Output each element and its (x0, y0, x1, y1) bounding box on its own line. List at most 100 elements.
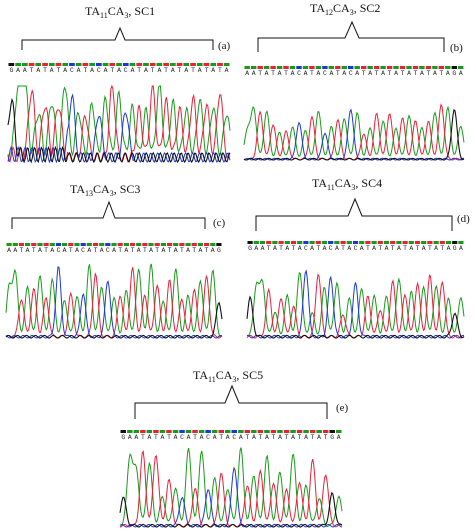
base-call-letter: A (317, 434, 321, 441)
base-call-letter: A (174, 247, 178, 254)
base-call-letter: A (368, 70, 372, 77)
base-call-marker (264, 430, 270, 433)
base-call-marker (153, 430, 159, 433)
base-call-marker (354, 66, 360, 69)
base-call-letter: A (211, 67, 215, 74)
base-call-letter: A (304, 70, 308, 77)
base-call-marker (315, 66, 322, 69)
base-call-marker (173, 243, 179, 246)
base-call-marker (129, 63, 136, 66)
base-call-letter: T (131, 247, 135, 254)
base-call-letter: C (180, 434, 184, 441)
base-call-letter: A (342, 70, 346, 77)
base-call-marker (341, 66, 347, 69)
base-call-marker (238, 430, 244, 433)
panel-a-title: TA11CA3, SC1 (85, 4, 155, 20)
base-call-letter: T (426, 70, 430, 77)
base-call-letter: A (124, 247, 128, 254)
base-call-letter: T (375, 70, 379, 77)
base-call-marker (25, 243, 31, 246)
base-call-marker (80, 243, 86, 246)
base-call-letter: A (397, 245, 401, 252)
base-call-letter: T (428, 245, 432, 252)
base-call-letter: T (167, 434, 171, 441)
base-call-letter: T (285, 434, 289, 441)
base-call-marker (371, 241, 377, 244)
base-call-marker (390, 241, 396, 244)
base-call-marker (270, 430, 277, 433)
base-call-marker (231, 430, 237, 433)
base-call-marker (383, 241, 390, 244)
base-call-marker (86, 243, 92, 246)
base-call-marker (223, 63, 230, 66)
base-call-marker (179, 243, 185, 246)
base-call-letter: T (439, 70, 443, 77)
base-call-letter: A (226, 434, 230, 441)
base-call-letter: A (13, 247, 17, 254)
base-call-marker (393, 66, 399, 69)
base-call-marker (277, 430, 283, 433)
base-call-marker (170, 63, 176, 66)
base-call-marker (191, 243, 197, 246)
base-call-marker (123, 243, 129, 246)
base-call-letter: A (7, 247, 11, 254)
base-call-marker (290, 430, 296, 433)
base-call-marker (340, 241, 346, 244)
base-call-marker (458, 241, 464, 244)
base-call-marker (133, 430, 140, 433)
base-call-letter: A (117, 67, 121, 74)
base-call-marker (272, 241, 278, 244)
base-call-letter: T (271, 434, 275, 441)
base-call-letter: T (341, 245, 345, 252)
trace-a (7, 85, 231, 162)
base-call-letter: T (378, 245, 382, 252)
base-call-letter: A (291, 434, 295, 441)
base-call-letter: A (434, 245, 438, 252)
base-call-marker (335, 66, 341, 69)
base-call-letter: A (459, 245, 463, 252)
base-call-letter: A (16, 67, 20, 74)
base-call-letter: T (69, 247, 73, 254)
base-call-marker (251, 430, 257, 433)
base-call-marker (225, 430, 231, 433)
panel-a-trace (7, 84, 231, 164)
panel-c-label: (c) (213, 217, 226, 229)
base-call-letter: T (180, 247, 184, 254)
base-call-marker (336, 430, 342, 433)
base-call-marker (315, 241, 321, 244)
base-call-letter: A (200, 434, 204, 441)
base-call-marker (22, 63, 28, 66)
base-call-letter: C (81, 247, 85, 254)
base-call-marker (334, 241, 340, 244)
base-call-letter: T (311, 434, 315, 441)
base-call-letter: T (43, 67, 47, 74)
base-call-marker (15, 63, 21, 66)
base-call-letter: T (110, 67, 114, 74)
base-call-marker (361, 66, 367, 69)
base-call-marker (68, 243, 74, 246)
base-call-marker (96, 63, 102, 66)
base-call-letter: A (187, 434, 191, 441)
base-call-marker (142, 243, 148, 246)
trace-a (5, 263, 223, 338)
base-call-letter: T (310, 70, 314, 77)
trace-g (7, 97, 231, 164)
base-call-marker (211, 430, 218, 433)
base-call-marker (216, 243, 222, 246)
base-call-letter: T (118, 247, 122, 254)
panel-e-trace (119, 447, 343, 528)
base-call-letter: A (63, 247, 67, 254)
base-call-letter: A (381, 70, 385, 77)
base-call-marker (284, 241, 290, 244)
base-call-letter: A (50, 247, 54, 254)
base-call-letter: T (284, 70, 288, 77)
base-call-letter: A (372, 245, 376, 252)
base-call-marker (37, 243, 43, 246)
base-call-letter: T (416, 245, 420, 252)
base-call-letter: A (304, 434, 308, 441)
base-call-marker (43, 243, 49, 246)
base-call-marker (445, 241, 452, 244)
panel-d-trace (246, 269, 465, 339)
